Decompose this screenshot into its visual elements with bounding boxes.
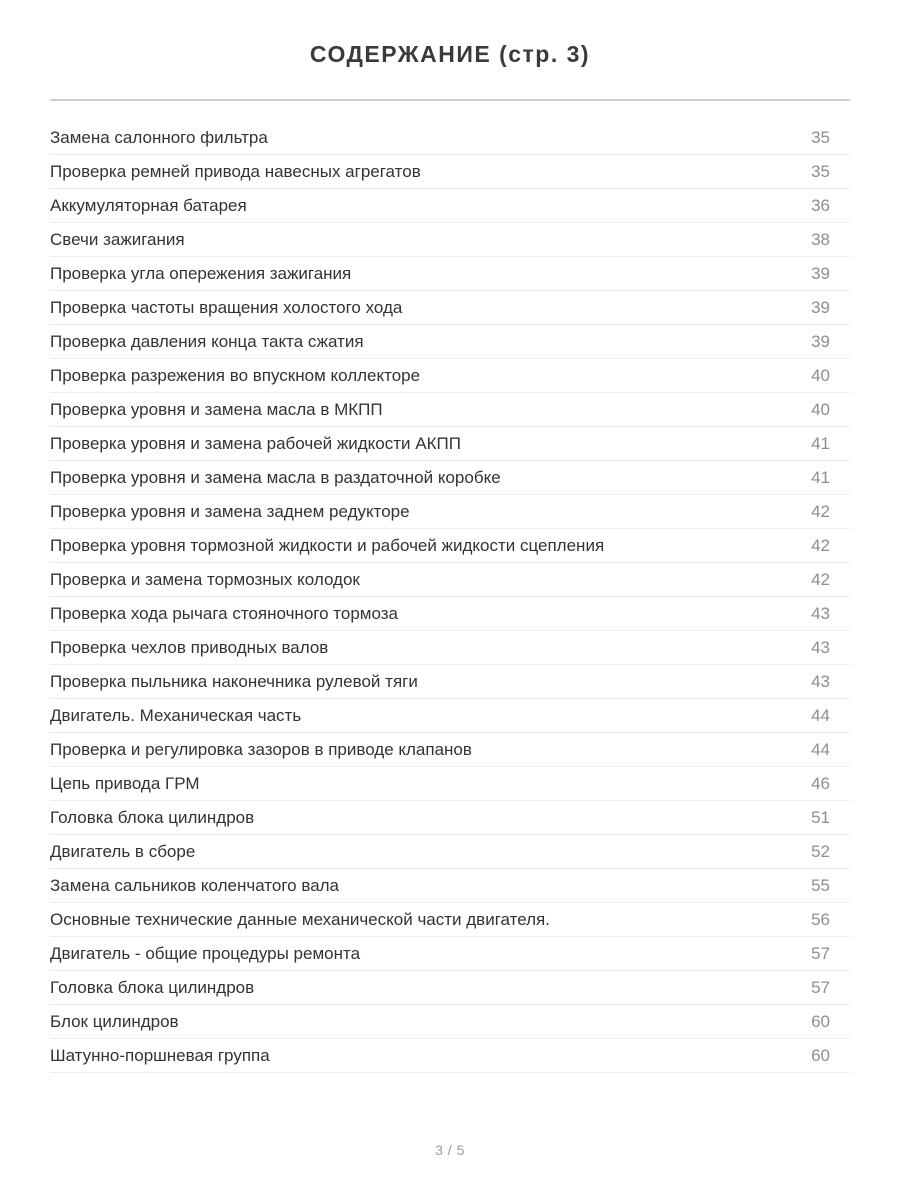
- toc-item-label: Проверка уровня и замена масла в МКПП: [50, 399, 383, 419]
- toc-item-label: Проверка частоты вращения холостого хода: [50, 297, 403, 317]
- toc-item-label: Проверка угла опережения зажигания: [50, 263, 352, 283]
- title-divider: [50, 99, 850, 101]
- toc-item-page: 40: [811, 365, 830, 385]
- toc-item-label: Проверка разрежения во впускном коллекто…: [50, 365, 421, 385]
- page-title: СОДЕРЖАНИЕ (стр. 3): [309, 41, 591, 67]
- toc-item-page: 44: [811, 705, 830, 725]
- toc-item-page: 39: [811, 331, 830, 351]
- toc-item-page: 43: [811, 671, 830, 691]
- toc-item-label: Блок цилиндров: [50, 1011, 179, 1031]
- toc-row[interactable]: Проверка уровня и замена масла в раздато…: [50, 461, 850, 495]
- toc-item-page: 57: [811, 977, 830, 997]
- toc-row[interactable]: Проверка и замена тормозных колодок 42: [50, 563, 850, 597]
- toc-item-label: Цепь привода ГРМ: [50, 773, 200, 793]
- toc-item-page: 40: [811, 399, 830, 419]
- toc-item-label: Двигатель. Механическая часть: [50, 705, 302, 725]
- toc-item-label: Основные технические данные механической…: [50, 909, 550, 929]
- toc-item-page: 60: [811, 1011, 830, 1031]
- toc-item-label: Шатунно-поршневая группа: [50, 1045, 270, 1065]
- toc-item-page: 42: [811, 569, 830, 589]
- toc-row[interactable]: Проверка частоты вращения холостого хода…: [50, 291, 850, 325]
- toc-item-label: Проверка и регулировка зазоров в приводе…: [50, 739, 472, 759]
- toc-row[interactable]: Проверка разрежения во впускном коллекто…: [50, 359, 850, 393]
- toc-item-label: Замена сальников коленчатого вала: [50, 875, 340, 895]
- toc-row[interactable]: Блок цилиндров 60: [50, 1005, 850, 1039]
- toc-item-label: Проверка уровня и замена рабочей жидкост…: [50, 433, 461, 453]
- toc-item-page: 38: [811, 229, 830, 249]
- toc-row[interactable]: Замена сальников коленчатого вала 55: [50, 869, 850, 903]
- toc-item-label: Свечи зажигания: [50, 229, 185, 249]
- toc-row[interactable]: Проверка чехлов приводных валов 43: [50, 631, 850, 665]
- toc-item-page: 46: [811, 773, 830, 793]
- toc-row[interactable]: Свечи зажигания 38: [50, 223, 850, 257]
- page-content: СОДЕРЖАНИЕ (стр. 3) Замена салонного фил…: [50, 0, 850, 1157]
- toc-row[interactable]: Замена салонного фильтра 35: [50, 121, 850, 155]
- toc-item-page: 57: [811, 943, 830, 963]
- toc-item-page: 44: [811, 739, 830, 759]
- toc-item-page: 42: [811, 535, 830, 555]
- toc-item-label: Замена салонного фильтра: [50, 127, 268, 147]
- toc-item-label: Двигатель - общие процедуры ремонта: [50, 943, 361, 963]
- toc-item-label: Проверка пыльника наконечника рулевой тя…: [50, 671, 418, 691]
- toc-item-label: Проверка и замена тормозных колодок: [50, 569, 360, 589]
- toc-row[interactable]: Аккумуляторная батарея 36: [50, 189, 850, 223]
- toc-row[interactable]: Двигатель - общие процедуры ремонта 57: [50, 937, 850, 971]
- toc-list: Замена салонного фильтра 35 Проверка рем…: [50, 121, 850, 1073]
- toc-row[interactable]: Проверка давления конца такта сжатия 39: [50, 325, 850, 359]
- toc-row[interactable]: Двигатель. Механическая часть 44: [50, 699, 850, 733]
- toc-row[interactable]: Проверка и регулировка зазоров в приводе…: [50, 733, 850, 767]
- toc-item-page: 42: [811, 501, 830, 521]
- toc-item-page: 41: [811, 467, 830, 487]
- toc-row[interactable]: Двигатель в сборе 52: [50, 835, 850, 869]
- toc-item-label: Головка блока цилиндров: [50, 977, 255, 997]
- toc-item-page: 36: [811, 195, 830, 215]
- toc-item-page: 41: [811, 433, 830, 453]
- toc-item-label: Головка блока цилиндров: [50, 807, 255, 827]
- toc-row[interactable]: Проверка уровня тормозной жидкости и раб…: [50, 529, 850, 563]
- toc-item-page: 52: [811, 841, 830, 861]
- toc-row[interactable]: Проверка уровня и замена заднем редуктор…: [50, 495, 850, 529]
- toc-item-label: Проверка ремней привода навесных агрегат…: [50, 161, 421, 181]
- toc-item-page: 43: [811, 637, 830, 657]
- toc-item-page: 55: [811, 875, 830, 895]
- toc-row[interactable]: Проверка уровня и замена масла в МКПП 40: [50, 393, 850, 427]
- toc-item-page: 60: [811, 1045, 830, 1065]
- toc-item-page: 35: [811, 161, 830, 181]
- toc-row[interactable]: Головка блока цилиндров 51: [50, 801, 850, 835]
- toc-item-page: 39: [811, 263, 830, 283]
- toc-item-page: 56: [811, 909, 830, 929]
- toc-row[interactable]: Проверка угла опережения зажигания 39: [50, 257, 850, 291]
- toc-item-label: Проверка уровня тормозной жидкости и раб…: [50, 535, 605, 555]
- toc-row[interactable]: Шатунно-поршневая группа 60: [50, 1039, 850, 1073]
- toc-item-label: Проверка уровня и замена масла в раздато…: [50, 467, 501, 487]
- page-indicator: 3 / 5: [435, 1142, 465, 1158]
- toc-row[interactable]: Головка блока цилиндров 57: [50, 971, 850, 1005]
- toc-item-page: 43: [811, 603, 830, 623]
- toc-row[interactable]: Основные технические данные механической…: [50, 903, 850, 937]
- toc-row[interactable]: Цепь привода ГРМ 46: [50, 767, 850, 801]
- toc-item-label: Проверка давления конца такта сжатия: [50, 331, 364, 351]
- toc-item-page: 51: [811, 807, 830, 827]
- toc-row[interactable]: Проверка пыльника наконечника рулевой тя…: [50, 665, 850, 699]
- toc-item-label: Проверка чехлов приводных валов: [50, 637, 329, 657]
- toc-item-label: Проверка уровня и замена заднем редуктор…: [50, 501, 410, 521]
- toc-item-label: Проверка хода рычага стояночного тормоза: [50, 603, 398, 623]
- toc-row[interactable]: Проверка уровня и замена рабочей жидкост…: [50, 427, 850, 461]
- toc-item-page: 35: [811, 127, 830, 147]
- toc-row[interactable]: Проверка ремней привода навесных агрегат…: [50, 155, 850, 189]
- toc-row[interactable]: Проверка хода рычага стояночного тормоза…: [50, 597, 850, 631]
- toc-item-page: 39: [811, 297, 830, 317]
- toc-item-label: Двигатель в сборе: [50, 841, 196, 861]
- toc-item-label: Аккумуляторная батарея: [50, 195, 247, 215]
